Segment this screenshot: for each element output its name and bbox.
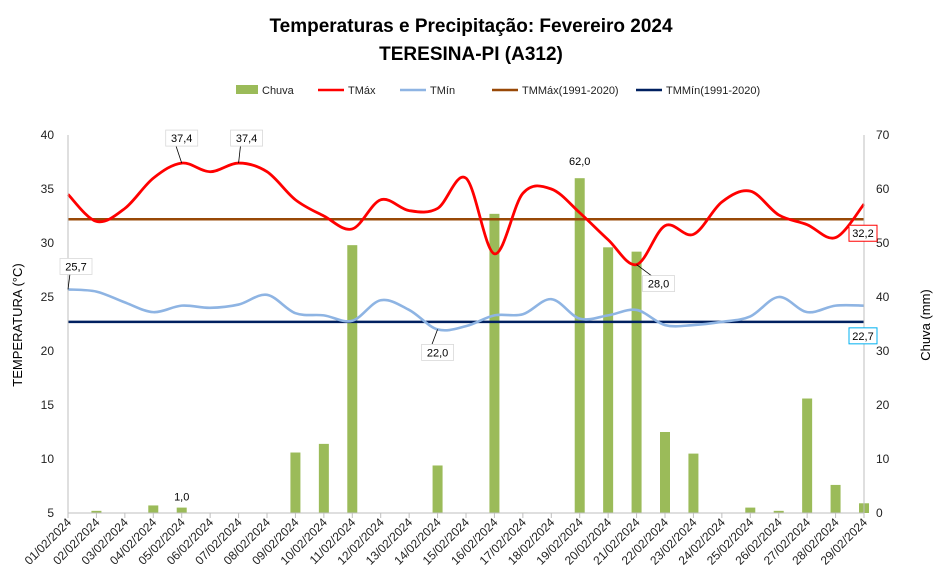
annotation-leader xyxy=(238,145,241,164)
rain-bar xyxy=(660,432,670,513)
y-right-tick-label: 70 xyxy=(876,128,890,142)
tmin-line xyxy=(67,288,865,332)
y-right-tick-label: 20 xyxy=(876,398,890,412)
tmax-line xyxy=(66,161,866,267)
y-left-tick-label: 30 xyxy=(41,236,55,250)
rain-bar xyxy=(631,251,642,513)
annotation-box xyxy=(421,343,454,361)
y-axis-right-label: Chuva (mm) xyxy=(918,289,933,361)
y-left-tick-label: 15 xyxy=(41,398,55,412)
legend-entry: TMáx xyxy=(348,85,376,97)
annotation-box xyxy=(59,258,93,275)
annotation-label: 62,0 xyxy=(569,156,590,168)
y-right-tick-label: 10 xyxy=(876,452,890,466)
value-box xyxy=(848,327,878,345)
y-left-tick-label: 25 xyxy=(41,290,55,304)
rain-bar xyxy=(176,507,187,513)
rain-bars xyxy=(91,178,869,513)
rain-bar xyxy=(830,484,841,513)
y-axis-left-label: TEMPERATURA (°C) xyxy=(10,263,25,386)
rain-bar xyxy=(290,452,301,513)
rain-bar xyxy=(688,453,699,513)
rain-bar xyxy=(603,247,614,513)
legend-entry: TMMín(1991-2020) xyxy=(666,85,760,97)
rain-bar xyxy=(318,443,329,513)
axes: 51015202530354001020304050607001/02/2024… xyxy=(22,128,890,568)
rain-bar xyxy=(148,505,159,513)
rain-bar xyxy=(802,398,813,513)
annotation-leader xyxy=(431,329,438,346)
annotation-leader xyxy=(636,264,653,277)
annotation-label: 25,7 xyxy=(65,261,86,273)
annotation-box xyxy=(165,129,199,147)
annotation-label: 22,7 xyxy=(852,331,873,343)
rain-bar xyxy=(574,178,585,513)
y-right-tick-label: 0 xyxy=(876,506,883,520)
chart-subtitle: TERESINA-PI (A312) xyxy=(379,44,563,65)
annotations: 37,4 37,4 28,0 25,7 22,0 62,0 1,0 32,2 22,7 xyxy=(59,129,878,504)
annotation-label: 22,0 xyxy=(427,347,448,359)
temperature-lines xyxy=(66,161,866,332)
annotation-label: 28,0 xyxy=(648,279,669,291)
rain-bar xyxy=(347,245,358,513)
y-left-tick-label: 5 xyxy=(47,506,54,520)
y-right-tick-label: 60 xyxy=(876,182,890,196)
y-right-tick-label: 40 xyxy=(876,290,890,304)
rain-bar xyxy=(489,213,500,513)
legend: Chuva TMáx TMín TMMáx(1991-2020) TMMín(1991-… xyxy=(236,85,760,97)
chart-title: Temperaturas e Precipitação: Fevereiro 2… xyxy=(269,16,673,37)
legend-entry: TMín xyxy=(430,85,455,97)
annotation-label: 1,0 xyxy=(174,492,189,504)
y-left-tick-label: 10 xyxy=(41,452,55,466)
value-box xyxy=(848,224,878,242)
annotation-label: 32,2 xyxy=(852,228,873,240)
y-left-tick-label: 35 xyxy=(41,182,55,196)
y-right-tick-label: 30 xyxy=(876,344,890,358)
rain-bar xyxy=(773,510,784,513)
annotation-label: 37,4 xyxy=(236,133,257,145)
legend-entry: TMMáx(1991-2020) xyxy=(522,85,619,97)
rain-bar xyxy=(432,465,443,513)
annotation-leader xyxy=(175,144,183,164)
annotation-box xyxy=(230,129,263,147)
annotation-leader xyxy=(67,273,71,290)
rain-bar xyxy=(745,507,756,513)
rain-bar xyxy=(91,510,102,513)
y-left-tick-label: 20 xyxy=(41,344,55,358)
annotation-box xyxy=(642,275,675,293)
y-right-tick-label: 50 xyxy=(876,236,890,250)
annotation-label: 37,4 xyxy=(171,133,192,145)
legend-entry: Chuva xyxy=(262,85,295,97)
legend-swatch-chuva xyxy=(236,85,258,94)
y-left-tick-label: 40 xyxy=(41,128,55,142)
